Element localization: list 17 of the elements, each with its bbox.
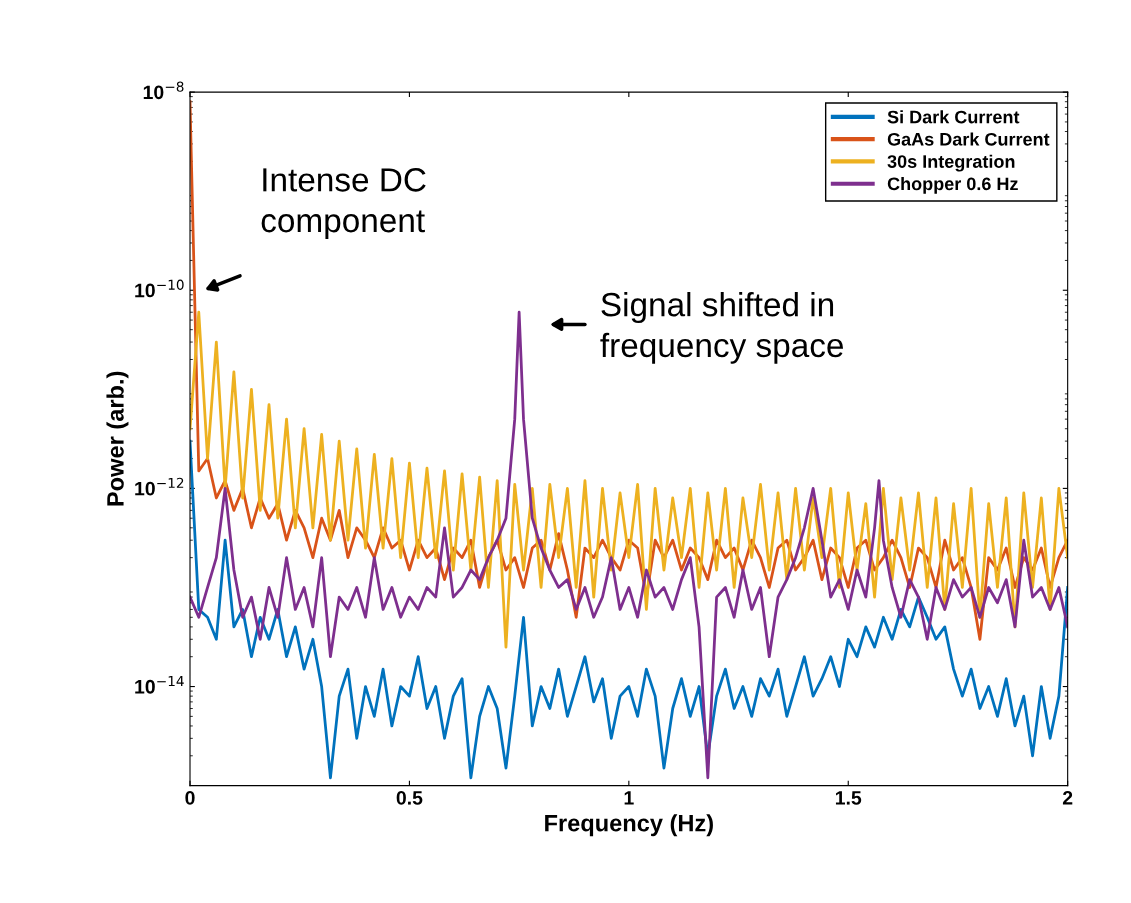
x-tick-label: 0.5 [396,790,423,805]
y-tick-label: 10$^{−14}$ [135,676,184,694]
y-tick-label: 10$^{−10}$ [135,279,184,298]
annotation: Intense DC component [261,168,426,239]
x-tick-label: 2 [1062,790,1073,805]
x-tick-label: 1.5 [835,791,862,805]
x-tick-label: 0 [185,790,195,805]
legend-label: Chopper 0.6 Hz [887,176,1018,194]
legend-label: GaAs Dark Current [887,132,1050,146]
y-tick-label: 10$^{−8}$ [143,81,184,100]
y-tick-label: 10$^{−12}$ [135,477,184,496]
y-axis-title: Power (arb.) [106,371,129,506]
legend-label: 30s Integration [887,154,1015,172]
x-tick-label: 1 [624,791,634,805]
legend-label: Si Dark Current [887,110,1020,124]
annotation: Signal shifted in frequency space [600,291,843,364]
x-axis-title: Frequency (Hz) [545,814,713,837]
